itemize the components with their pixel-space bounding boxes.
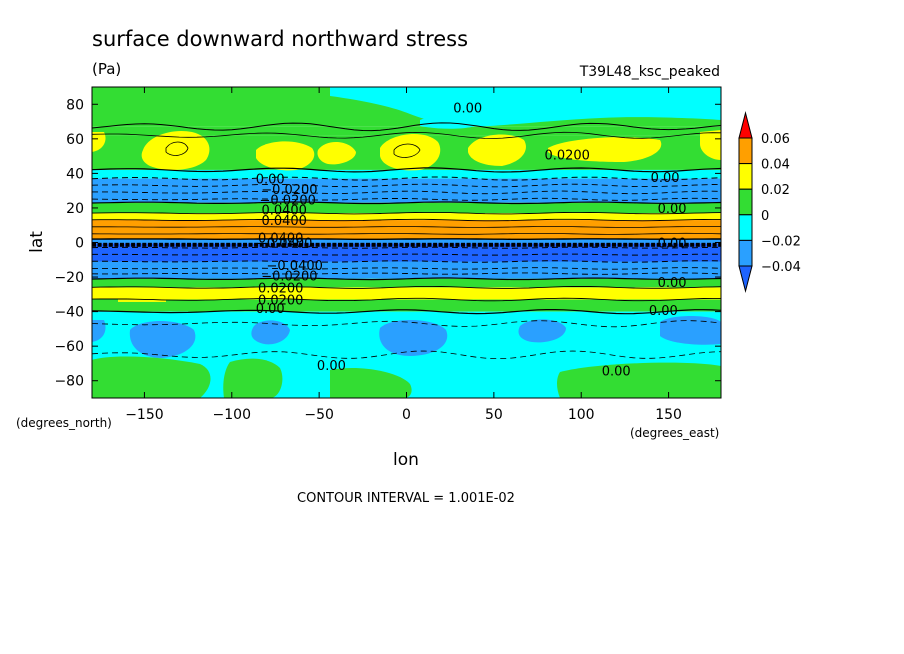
band-9 bbox=[92, 243, 721, 262]
contour-label-0: 0.00 bbox=[453, 102, 482, 117]
y-axis-label: lat bbox=[27, 231, 47, 253]
colorbar-segment-4 bbox=[738, 239, 753, 267]
contour-lines bbox=[92, 122, 721, 359]
y-tick-label-4: 0 bbox=[75, 236, 84, 252]
contour-label-6: 0.00 bbox=[658, 202, 687, 217]
colorbar-segment-1 bbox=[738, 163, 753, 190]
contour-label-12: −0.0400 bbox=[267, 259, 323, 274]
band-7 bbox=[92, 220, 721, 240]
contour-label-2: 0.00 bbox=[651, 171, 680, 186]
x-tick-label-3: 0 bbox=[402, 407, 411, 423]
colorbar-label-0: 0.06 bbox=[761, 132, 790, 147]
contour-label-3: 0.00 bbox=[256, 173, 285, 188]
contour-label-9: 0.0400 bbox=[258, 231, 304, 246]
x-tick-label-5: 100 bbox=[568, 407, 595, 423]
x-axis-ticks: −150 −100 −50 0 50 100 150 bbox=[125, 87, 682, 423]
field-features bbox=[92, 87, 721, 398]
colorbar-segment-2 bbox=[738, 188, 753, 216]
contour-interval-note: CONTOUR INTERVAL = 1.001E-02 bbox=[297, 491, 515, 506]
y-tick-label-6: −40 bbox=[54, 305, 84, 321]
band-12 bbox=[92, 287, 721, 300]
x-tick-label-1: −100 bbox=[213, 407, 251, 423]
contour-label-20: 0.00 bbox=[602, 364, 631, 379]
experiment-label: T39L48_ksc_peaked bbox=[579, 64, 720, 80]
x-tick-label-2: −50 bbox=[304, 407, 334, 423]
contour-labels: 0.000.02000.000.00−0.0200−0.02000.000.04… bbox=[256, 102, 687, 380]
contour-label-5: −0.0200 bbox=[260, 193, 316, 208]
x-tick-label-4: 50 bbox=[485, 407, 503, 423]
y-tick-label-5: −20 bbox=[54, 270, 84, 286]
colorbar-label-2: 0.02 bbox=[761, 183, 790, 198]
band-13 bbox=[92, 299, 721, 312]
y-units-label: (degrees_north) bbox=[16, 416, 112, 430]
units-label: (Pa) bbox=[92, 60, 121, 78]
x-tick-label-6: 150 bbox=[655, 407, 682, 423]
band-5 bbox=[92, 202, 721, 214]
y-tick-label-8: −80 bbox=[54, 374, 84, 390]
y-tick-label-3: 20 bbox=[66, 201, 84, 217]
contour-label-13: −0.0200 bbox=[261, 269, 317, 284]
colorbar-bottom-triangle bbox=[738, 265, 753, 293]
contour-label-11: 0.00 bbox=[658, 237, 687, 252]
contour-label-17: 0.00 bbox=[256, 302, 285, 317]
y-tick-label-2: 40 bbox=[66, 166, 84, 182]
colorbar-label-1: 0.04 bbox=[761, 158, 790, 173]
contour-label-14: 0.00 bbox=[658, 276, 687, 291]
y-axis-ticks: 80 60 40 20 0 −20 −40 −60 −80 bbox=[54, 97, 721, 390]
y-tick-label-7: −60 bbox=[54, 339, 84, 355]
plot-area: 0.000.02000.000.00−0.0200−0.02000.000.04… bbox=[92, 87, 721, 398]
chart-title: surface downward northward stress bbox=[92, 27, 468, 51]
contour-label-4: −0.0200 bbox=[261, 183, 317, 198]
band-8 bbox=[92, 239, 721, 244]
colorbar-label-4: −0.02 bbox=[761, 234, 801, 249]
contour-label-16: 0.0200 bbox=[258, 294, 304, 309]
contour-label-10: −0.0400 bbox=[256, 237, 312, 252]
y-tick-label-0: 80 bbox=[66, 97, 84, 113]
colorbar-label-5: −0.04 bbox=[761, 260, 801, 275]
equatorial-dashes bbox=[92, 242, 721, 247]
contour-label-18: 0.00 bbox=[649, 304, 678, 319]
contour-label-1: 0.0200 bbox=[544, 148, 590, 163]
colorbar-label-3: 0 bbox=[761, 209, 769, 224]
band-3 bbox=[92, 169, 721, 179]
colorbar-top-triangle bbox=[738, 111, 753, 139]
y-tick-label-1: 60 bbox=[66, 132, 84, 148]
colorbar-segment-0 bbox=[738, 137, 753, 165]
x-units-label: (degrees_east) bbox=[630, 426, 719, 440]
band-10 bbox=[92, 261, 721, 279]
x-tick-label-0: −150 bbox=[125, 407, 163, 423]
colorbar-segment-3 bbox=[738, 214, 753, 241]
colorbar: 0.06 0.04 0.02 0 −0.02 −0.04 bbox=[738, 111, 801, 293]
band-6 bbox=[92, 213, 721, 221]
x-axis-label: lon bbox=[393, 450, 419, 470]
band-1 bbox=[92, 126, 721, 136]
contour-label-19: 0.00 bbox=[317, 359, 346, 374]
contour-label-8: 0.0400 bbox=[261, 214, 307, 229]
contour-label-15: 0.0200 bbox=[258, 281, 304, 296]
band-11 bbox=[92, 278, 721, 288]
contour-label-7: 0.0400 bbox=[261, 204, 307, 219]
